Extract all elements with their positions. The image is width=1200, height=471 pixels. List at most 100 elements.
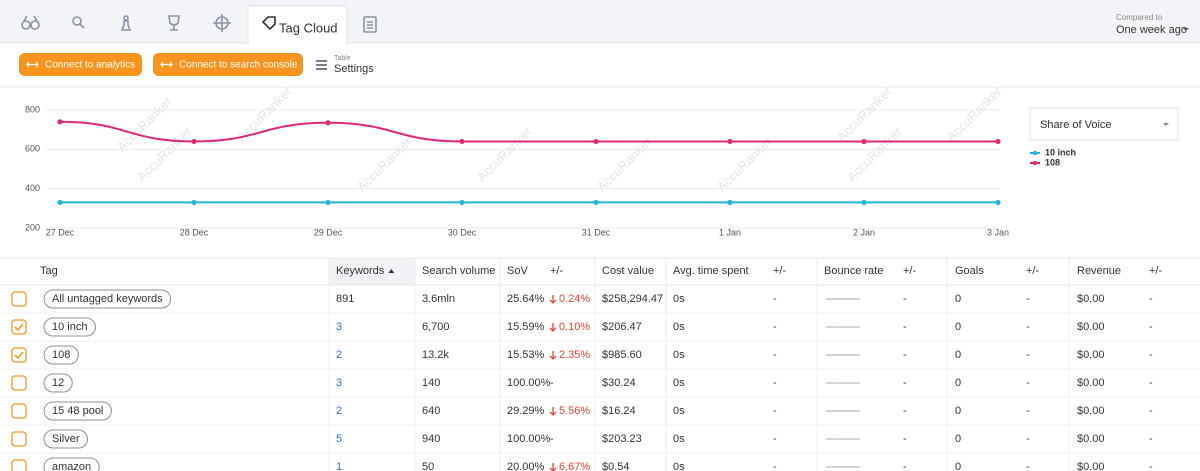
cell-avg-time-change: - [773, 433, 777, 445]
cell-sov: 100.00% [507, 433, 551, 445]
cell-sov: 15.59% [507, 321, 545, 333]
tag-pill[interactable] [43, 401, 112, 421]
toolbar-button[interactable] [19, 53, 142, 76]
trend-arrow [549, 463, 557, 471]
column-header[interactable]: +/- [773, 265, 786, 277]
tag-label[interactable]: amazon [52, 461, 91, 471]
cell-avg-time-change: - [773, 321, 777, 333]
tag-label[interactable]: 10 inch [52, 321, 87, 333]
column-header[interactable]: Search volume [422, 265, 495, 277]
row-checkbox[interactable] [11, 347, 27, 363]
tag-pill[interactable] [43, 317, 96, 337]
tab-icon[interactable] [72, 16, 85, 29]
cell-avg-time-change: - [773, 405, 777, 417]
column-header[interactable]: +/- [550, 265, 563, 277]
tag-label[interactable]: Silver [52, 433, 80, 445]
dropdown-caret [1163, 123, 1169, 126]
watermark: AccuRanker [234, 83, 295, 144]
cell-goals: 0 [955, 293, 961, 305]
column-header[interactable]: +/- [903, 265, 916, 277]
legend-label[interactable]: 10 inch [1045, 147, 1076, 157]
metric-label[interactable]: Share of Voice [1040, 119, 1112, 131]
cell-avg-time: 0s [673, 377, 685, 389]
legend-label[interactable]: 108 [1045, 157, 1060, 167]
button-icon [26, 61, 39, 68]
tab-icon[interactable] [120, 15, 132, 31]
cell-cost-value: $30.24 [602, 377, 636, 389]
checkmark [14, 323, 24, 332]
column-header[interactable]: Tag [40, 265, 58, 277]
cell-goals: 0 [955, 461, 961, 471]
row-checkbox[interactable] [11, 459, 27, 471]
watermark: AccuRanker [474, 123, 535, 184]
button-label[interactable]: Connect to search console [179, 60, 298, 71]
tab-icon[interactable] [168, 15, 180, 31]
tag-pill[interactable] [43, 373, 73, 393]
column-header[interactable]: Keywords [336, 265, 385, 277]
cell-keywords[interactable]: 3 [336, 377, 342, 389]
column-header[interactable]: Cost value [602, 265, 654, 277]
cell-revenue-change: - [1149, 293, 1153, 305]
row-checkbox[interactable] [11, 375, 27, 391]
tab-icon[interactable] [363, 16, 377, 33]
cell-bounce-change: - [903, 461, 907, 471]
cell-revenue: $0.00 [1077, 293, 1105, 305]
tag-label[interactable]: 15 48 pool [52, 405, 103, 417]
cell-keywords[interactable]: 5 [336, 433, 342, 445]
cell-sov: 25.64% [507, 293, 545, 305]
tag-label[interactable]: 108 [52, 349, 70, 361]
active-tab-label[interactable]: Tag Cloud [279, 20, 338, 35]
column-header[interactable]: Avg. time spent [673, 265, 749, 277]
row-checkbox[interactable] [11, 291, 27, 307]
point [459, 138, 465, 145]
cell-revenue-change: - [1149, 461, 1153, 471]
tab-icon[interactable] [21, 15, 40, 30]
row-checkbox[interactable] [11, 319, 27, 335]
column-header[interactable]: +/- [1026, 265, 1039, 277]
x-tick-label: 3 Jan [987, 227, 1009, 237]
tag-label[interactable]: All untagged keywords [52, 293, 163, 305]
point [593, 199, 599, 206]
cell-search-volume: 3.6mln [422, 293, 455, 305]
tag-pill[interactable] [43, 289, 172, 309]
button-label[interactable]: Connect to analytics [45, 60, 135, 71]
tag-pill[interactable] [43, 429, 89, 449]
cell-revenue: $0.00 [1077, 349, 1105, 361]
metric-dropdown[interactable] [1029, 107, 1179, 141]
x-tick-label: 27 Dec [46, 227, 75, 237]
tab-icon[interactable] [213, 14, 231, 32]
settings-label[interactable]: Settings [334, 63, 374, 75]
column-header[interactable]: Bounce rate [824, 265, 883, 277]
cell-goals: 0 [955, 349, 961, 361]
column-header[interactable]: Revenue [1077, 265, 1121, 277]
tag-label[interactable]: 12 [52, 377, 64, 389]
cell-revenue-change: - [1149, 433, 1153, 445]
compare-value[interactable]: One week ago [1116, 24, 1187, 36]
cell-keywords[interactable]: 1 [336, 461, 342, 471]
settings-icon[interactable] [316, 60, 327, 70]
column-header[interactable]: SoV [507, 265, 528, 277]
column-header[interactable]: +/- [1149, 265, 1162, 277]
row-checkbox[interactable] [11, 431, 27, 447]
watermark: AccuRanker [354, 133, 415, 194]
cell-revenue: $0.00 [1077, 405, 1105, 417]
cell-sov-change: 0.24% [559, 293, 590, 305]
cell-revenue-change: - [1149, 321, 1153, 333]
point [57, 119, 63, 125]
cell-cost-value: $258,294.47 [602, 293, 663, 305]
cell-keywords[interactable]: 2 [336, 405, 342, 417]
row-checkbox[interactable] [11, 403, 27, 419]
cell-bounce-change: - [903, 433, 907, 445]
toolbar-button[interactable] [153, 53, 303, 76]
column-header[interactable]: Goals [955, 265, 984, 277]
tag-pill[interactable] [43, 457, 100, 471]
cell-goals-change: - [1026, 377, 1030, 389]
x-tick-label: 31 Dec [582, 227, 611, 237]
y-tick-label: 600 [25, 144, 40, 154]
tag-pill[interactable] [43, 345, 79, 365]
active-tab[interactable] [247, 5, 348, 45]
y-tick-label: 200 [25, 222, 40, 232]
cell-keywords[interactable]: 3 [336, 321, 342, 333]
point [459, 199, 465, 206]
cell-keywords[interactable]: 2 [336, 349, 342, 361]
